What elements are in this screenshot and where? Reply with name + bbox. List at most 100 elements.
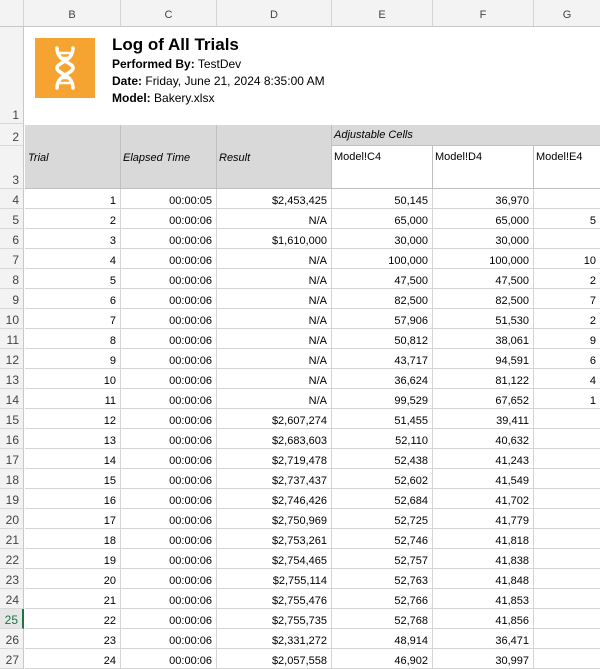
trial-cell[interactable]: 4 bbox=[25, 249, 121, 269]
model-e4-cell[interactable]: 10 bbox=[534, 249, 600, 269]
model-d4-cell[interactable]: 81,122 bbox=[433, 369, 534, 389]
trial-cell[interactable]: 18 bbox=[25, 529, 121, 549]
model-d4-cell[interactable]: 47,500 bbox=[433, 269, 534, 289]
model-e4-cell[interactable] bbox=[534, 629, 600, 649]
header-trial[interactable]: Trial bbox=[25, 125, 121, 189]
model-c4-cell[interactable]: 43,717 bbox=[332, 349, 433, 369]
result-cell[interactable]: N/A bbox=[217, 289, 332, 309]
elapsed-time-cell[interactable]: 00:00:05 bbox=[121, 189, 217, 209]
trial-cell[interactable]: 16 bbox=[25, 489, 121, 509]
model-d4-cell[interactable]: 94,591 bbox=[433, 349, 534, 369]
trial-cell[interactable]: 8 bbox=[25, 329, 121, 349]
elapsed-time-cell[interactable]: 00:00:06 bbox=[121, 609, 217, 629]
model-e4-cell[interactable]: 1 bbox=[534, 389, 600, 409]
elapsed-time-cell[interactable]: 00:00:06 bbox=[121, 629, 217, 649]
model-c4-cell[interactable]: 57,906 bbox=[332, 309, 433, 329]
row-header-9[interactable]: 9 bbox=[0, 289, 24, 309]
elapsed-time-cell[interactable]: 00:00:06 bbox=[121, 429, 217, 449]
select-all-corner[interactable] bbox=[0, 0, 24, 26]
model-d4-cell[interactable]: 36,471 bbox=[433, 629, 534, 649]
model-e4-cell[interactable]: 6 bbox=[534, 349, 600, 369]
model-d4-cell[interactable]: 100,000 bbox=[433, 249, 534, 269]
row-header-16[interactable]: 16 bbox=[0, 429, 24, 449]
column-header-f[interactable]: F bbox=[433, 0, 534, 26]
result-cell[interactable]: $2,755,735 bbox=[217, 609, 332, 629]
model-c4-cell[interactable]: 50,145 bbox=[332, 189, 433, 209]
row-header-10[interactable]: 10 bbox=[0, 309, 24, 329]
model-d4-cell[interactable]: 36,970 bbox=[433, 189, 534, 209]
trial-cell[interactable]: 3 bbox=[25, 229, 121, 249]
result-cell[interactable]: $2,754,465 bbox=[217, 549, 332, 569]
elapsed-time-cell[interactable]: 00:00:06 bbox=[121, 349, 217, 369]
result-cell[interactable]: $2,746,426 bbox=[217, 489, 332, 509]
model-d4-cell[interactable]: 41,702 bbox=[433, 489, 534, 509]
row-header-13[interactable]: 13 bbox=[0, 369, 24, 389]
model-c4-cell[interactable]: 52,768 bbox=[332, 609, 433, 629]
model-c4-cell[interactable]: 48,914 bbox=[332, 629, 433, 649]
column-header-e[interactable]: E bbox=[332, 0, 433, 26]
model-e4-cell[interactable] bbox=[534, 589, 600, 609]
trial-cell[interactable]: 9 bbox=[25, 349, 121, 369]
row-header-1[interactable]: 1 bbox=[0, 27, 24, 124]
elapsed-time-cell[interactable]: 00:00:06 bbox=[121, 309, 217, 329]
model-e4-cell[interactable]: 4 bbox=[534, 369, 600, 389]
elapsed-time-cell[interactable]: 00:00:06 bbox=[121, 249, 217, 269]
model-e4-cell[interactable] bbox=[534, 509, 600, 529]
model-e4-cell[interactable] bbox=[534, 449, 600, 469]
model-c4-cell[interactable]: 52,746 bbox=[332, 529, 433, 549]
elapsed-time-cell[interactable]: 00:00:06 bbox=[121, 649, 217, 669]
result-cell[interactable]: $2,755,114 bbox=[217, 569, 332, 589]
trial-cell[interactable]: 7 bbox=[25, 309, 121, 329]
model-e4-cell[interactable]: 2 bbox=[534, 309, 600, 329]
column-header-g[interactable]: G bbox=[562, 9, 572, 21]
column-header-c[interactable]: C bbox=[121, 0, 217, 26]
model-c4-cell[interactable]: 46,902 bbox=[332, 649, 433, 669]
elapsed-time-cell[interactable]: 00:00:06 bbox=[121, 269, 217, 289]
row-header-15[interactable]: 15 bbox=[0, 409, 24, 429]
model-c4-cell[interactable]: 36,624 bbox=[332, 369, 433, 389]
model-d4-cell[interactable]: 41,549 bbox=[433, 469, 534, 489]
trial-cell[interactable]: 15 bbox=[25, 469, 121, 489]
trial-cell[interactable]: 6 bbox=[25, 289, 121, 309]
trial-cell[interactable]: 19 bbox=[25, 549, 121, 569]
result-cell[interactable]: N/A bbox=[217, 269, 332, 289]
model-d4-cell[interactable]: 39,411 bbox=[433, 409, 534, 429]
model-e4-cell[interactable] bbox=[534, 549, 600, 569]
model-d4-cell[interactable]: 41,848 bbox=[433, 569, 534, 589]
model-c4-cell[interactable]: 52,684 bbox=[332, 489, 433, 509]
model-d4-cell[interactable]: 67,652 bbox=[433, 389, 534, 409]
model-c4-cell[interactable]: 65,000 bbox=[332, 209, 433, 229]
elapsed-time-cell[interactable]: 00:00:06 bbox=[121, 569, 217, 589]
model-d4-cell[interactable]: 41,779 bbox=[433, 509, 534, 529]
trial-cell[interactable]: 5 bbox=[25, 269, 121, 289]
model-c4-cell[interactable]: 52,725 bbox=[332, 509, 433, 529]
model-c4-cell[interactable]: 52,110 bbox=[332, 429, 433, 449]
model-c4-cell[interactable]: 52,757 bbox=[332, 549, 433, 569]
result-cell[interactable]: $2,750,969 bbox=[217, 509, 332, 529]
model-d4-cell[interactable]: 41,243 bbox=[433, 449, 534, 469]
trial-cell[interactable]: 13 bbox=[25, 429, 121, 449]
row-header-2[interactable]: 2 bbox=[0, 124, 24, 146]
result-cell[interactable]: $2,737,437 bbox=[217, 469, 332, 489]
result-cell[interactable]: N/A bbox=[217, 389, 332, 409]
model-c4-cell[interactable]: 52,438 bbox=[332, 449, 433, 469]
model-e4-cell[interactable] bbox=[534, 529, 600, 549]
result-cell[interactable]: $2,753,261 bbox=[217, 529, 332, 549]
result-cell[interactable]: $2,607,274 bbox=[217, 409, 332, 429]
result-cell[interactable]: $2,057,558 bbox=[217, 649, 332, 669]
model-c4-cell[interactable]: 52,763 bbox=[332, 569, 433, 589]
trial-cell[interactable]: 23 bbox=[25, 629, 121, 649]
model-d4-cell[interactable]: 30,997 bbox=[433, 649, 534, 669]
trial-cell[interactable]: 2 bbox=[25, 209, 121, 229]
result-cell[interactable]: $1,610,000 bbox=[217, 229, 332, 249]
row-header-4[interactable]: 4 bbox=[0, 189, 24, 209]
row-header-17[interactable]: 17 bbox=[0, 449, 24, 469]
trial-cell[interactable]: 10 bbox=[25, 369, 121, 389]
row-header-5[interactable]: 5 bbox=[0, 209, 24, 229]
result-cell[interactable]: N/A bbox=[217, 349, 332, 369]
row-header-21[interactable]: 21 bbox=[0, 529, 24, 549]
trial-cell[interactable]: 1 bbox=[25, 189, 121, 209]
result-cell[interactable]: N/A bbox=[217, 329, 332, 349]
row-header-22[interactable]: 22 bbox=[0, 549, 24, 569]
elapsed-time-cell[interactable]: 00:00:06 bbox=[121, 469, 217, 489]
